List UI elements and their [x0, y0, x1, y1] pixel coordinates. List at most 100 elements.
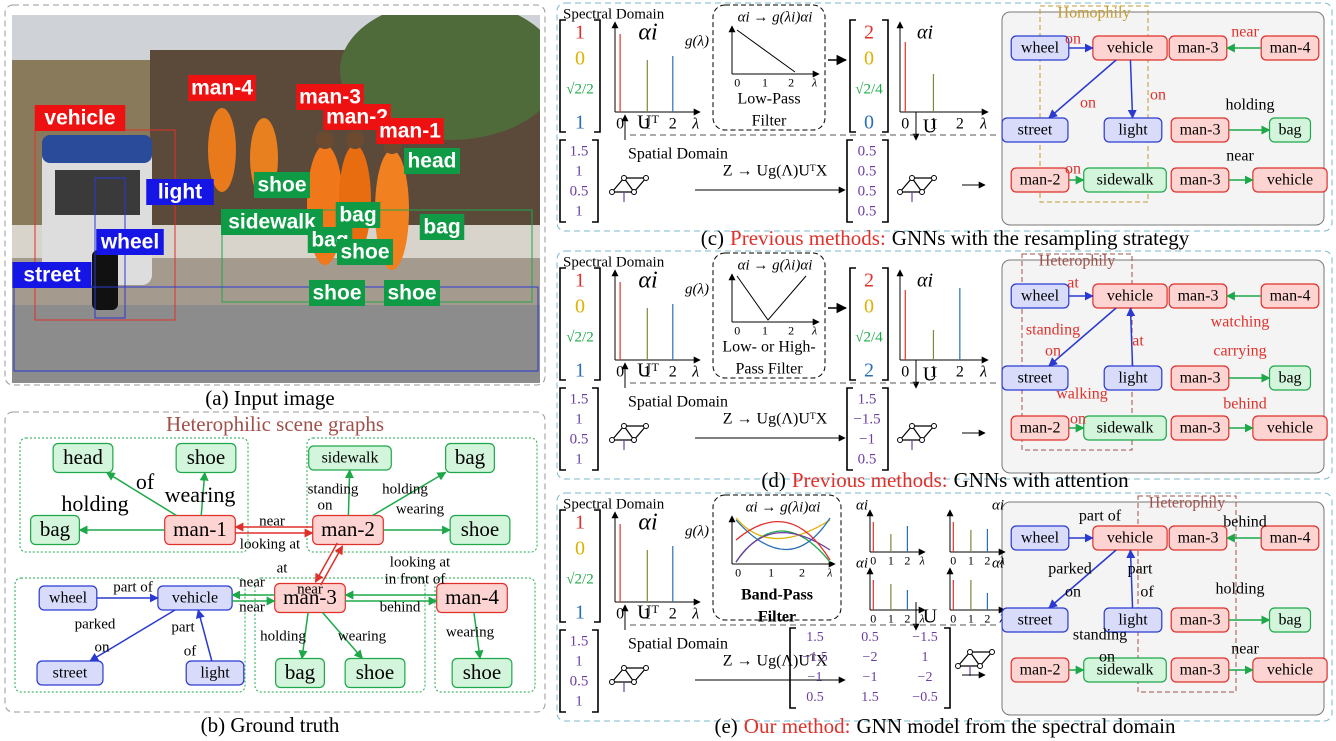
axis-label: 2	[984, 611, 990, 625]
edge-label: near	[1231, 641, 1259, 658]
matrix-entry: −1	[808, 670, 823, 685]
edge-label: behind	[1223, 396, 1267, 413]
graph-node	[910, 424, 915, 429]
node-label: man-3	[1180, 370, 1221, 387]
graph-node	[990, 650, 995, 655]
filter-formula: αi → g(λi)αi	[738, 9, 813, 25]
matrix-entry: 0.5	[806, 690, 824, 705]
node-label: light	[1118, 122, 1148, 139]
bracket	[850, 20, 856, 132]
edge-label: looking at	[240, 536, 301, 552]
node-label: bag	[1278, 122, 1301, 139]
matrix-entry: −1.5	[912, 630, 937, 645]
node-label: wheel	[1021, 530, 1060, 547]
axis-label: 0	[616, 605, 624, 622]
bracket	[560, 20, 566, 132]
filter-response	[737, 276, 806, 320]
object-label: shoe	[387, 282, 436, 305]
node-label: man-3	[1178, 530, 1219, 547]
axis-label: 2	[956, 115, 964, 132]
transpose: Uᵀ	[637, 602, 659, 624]
object-label: wheel	[100, 231, 159, 254]
node-label: man-3	[1180, 420, 1221, 437]
caption-highlight: Previous methods:	[792, 468, 948, 492]
axis-label: λ	[691, 363, 699, 380]
signal-entry: 1	[575, 163, 583, 179]
axis-label: 0	[870, 611, 876, 625]
axis-label: 1	[968, 611, 974, 625]
node-label: vehicle	[172, 590, 218, 607]
bracket	[850, 268, 856, 380]
vector-entry: √2/2	[566, 81, 593, 97]
node-label: shoe	[461, 517, 500, 541]
graph-subset-label: Homophily	[1058, 5, 1131, 22]
page: { "panel_a": { "caption": "(a) Input ima…	[0, 0, 1336, 741]
node-label: man-3	[1180, 612, 1221, 629]
axis-label: λ	[691, 605, 699, 622]
signal-entry: 1	[575, 451, 583, 467]
filter-name: Filter	[752, 113, 787, 130]
edge-label: wearing	[165, 482, 236, 507]
graph-node	[622, 424, 627, 429]
vector-entry: 1	[575, 602, 585, 624]
axis-label: 0	[734, 75, 740, 89]
caption: (c)Previous methods:GNNs with the resamp…	[701, 226, 1190, 250]
signal-entry: 1.5	[570, 143, 589, 159]
caption: (e)Our method:GNN model from the spectra…	[714, 714, 1176, 738]
node-label: wheel	[49, 590, 88, 607]
filter-name: Filter	[758, 609, 796, 626]
node-label: street	[1018, 370, 1053, 387]
matrix-entry: −0.5	[912, 690, 937, 705]
edge-label: parked	[75, 616, 116, 632]
graph-icon	[900, 426, 934, 440]
edge-label: watching	[1211, 314, 1270, 331]
axis-label: 0	[616, 363, 624, 380]
signal-entry: 1	[575, 203, 583, 219]
axis-label: 2	[788, 323, 794, 337]
filter-name: Band-Pass	[741, 587, 813, 604]
edge-label: on	[1045, 343, 1061, 360]
basis: U	[923, 116, 938, 138]
edge-label: of	[1140, 584, 1154, 601]
tuk-tuk-roof	[42, 135, 152, 163]
node-label: man-2	[1020, 420, 1061, 437]
node-label: light	[200, 665, 230, 682]
alpha: αi	[917, 270, 933, 292]
graph-node	[910, 176, 915, 181]
edge-label: holding	[61, 491, 128, 516]
edge-label: in front of	[385, 571, 446, 587]
vector-entry: 1	[575, 22, 585, 44]
node-label: shoe	[187, 445, 226, 469]
node-label: man-3	[1178, 288, 1219, 305]
alpha: αi	[917, 22, 933, 44]
edge-label: at	[1067, 275, 1079, 292]
edge-label: holding	[1216, 581, 1265, 598]
graph-node	[898, 190, 903, 195]
signal-entry: 0.5	[570, 183, 589, 199]
section-title: Spatial Domain	[628, 146, 728, 163]
node-label: shoe	[463, 660, 502, 684]
node-label: man-3	[1178, 40, 1219, 57]
object-label: bag	[423, 216, 460, 239]
edge-label: near	[297, 581, 323, 597]
axis-label: λ	[979, 115, 987, 132]
alpha: αi	[638, 510, 657, 536]
edge-label: holding	[382, 481, 428, 497]
graph-subset-label: Heterophily	[1039, 253, 1115, 270]
bracket	[594, 510, 600, 622]
bracket	[882, 268, 888, 380]
graph-node	[644, 666, 649, 671]
axis-label: 0	[734, 323, 740, 337]
signal-entry: 0.5	[570, 431, 589, 447]
node-label: street	[53, 665, 88, 682]
edge-label: part	[1128, 561, 1153, 578]
vector-entry: 2	[864, 270, 874, 292]
bracket	[847, 140, 853, 222]
edge-label: part of	[1079, 508, 1122, 525]
bracket	[592, 140, 598, 222]
edge-label: carrying	[1213, 343, 1266, 360]
graph-node	[610, 190, 615, 195]
edge-label: on	[1150, 87, 1166, 104]
road	[12, 305, 540, 385]
node-label: vehicle	[1267, 172, 1313, 189]
